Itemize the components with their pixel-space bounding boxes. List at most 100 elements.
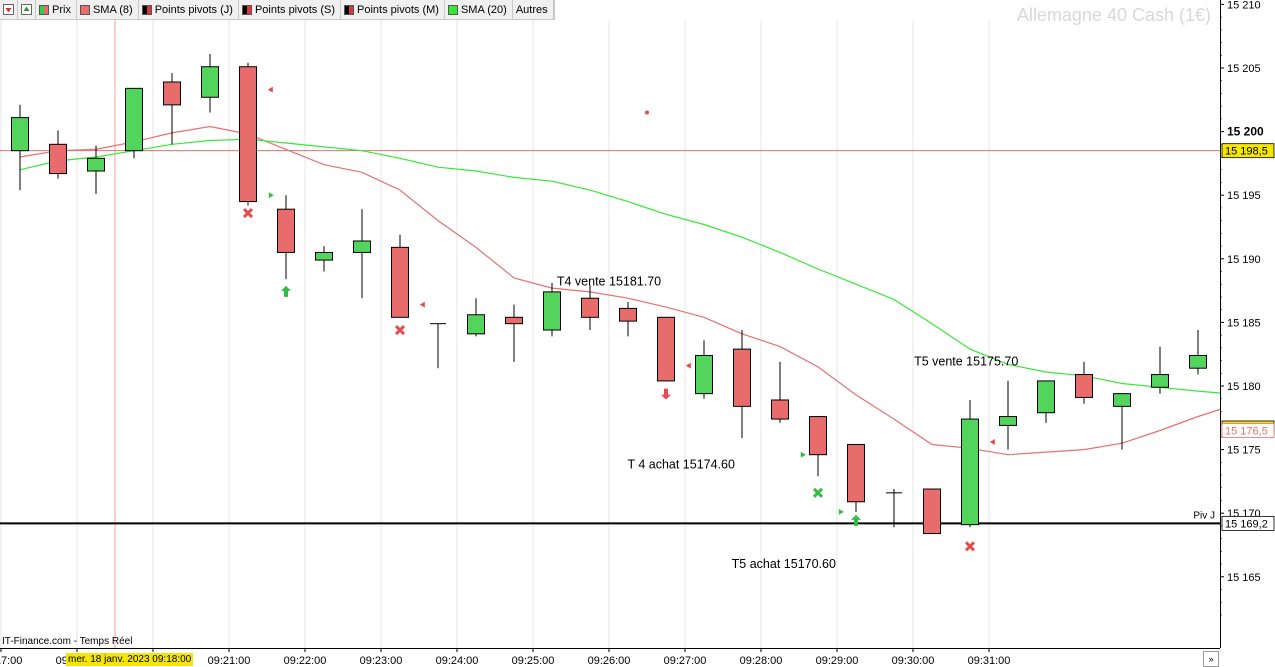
- candle: [543, 282, 561, 337]
- candle-body: [353, 240, 371, 253]
- indicator-pivots-s[interactable]: Points pivots (S): [239, 0, 342, 19]
- indicator-prix[interactable]: Prix: [36, 0, 77, 19]
- candle: [1113, 393, 1131, 450]
- triangle-left-marker: [267, 86, 273, 93]
- candle: [581, 285, 599, 331]
- price-badge: [1221, 423, 1275, 438]
- x-tick-label: 09:17:00: [0, 655, 22, 666]
- indicator-pivots-j[interactable]: Points pivots (J): [139, 0, 239, 19]
- y-tick-label: 15 200: [1227, 125, 1264, 139]
- y-tick-label: 15 190: [1227, 254, 1261, 266]
- candle: [163, 73, 181, 145]
- others-label: Autres: [515, 3, 548, 16]
- price-badge-label: 15 198,5: [1225, 146, 1268, 158]
- candle-body: [695, 354, 713, 395]
- x-tick-label: 09:22:00: [284, 655, 327, 666]
- pivots-swatch: [141, 4, 152, 15]
- trade-annotation: T5 vente 15175.70: [914, 355, 1018, 369]
- pivots-swatch: [241, 4, 252, 15]
- y-tick-label: 15 210: [1227, 0, 1261, 11]
- candle: [467, 298, 485, 337]
- candle: [505, 304, 523, 362]
- candle-body: [87, 157, 105, 172]
- indicator-toolbar: Prix SMA (8) Points pivots (J) Points pi…: [0, 0, 555, 20]
- y-tick-label: 15 175: [1227, 445, 1261, 457]
- candle: [49, 130, 67, 179]
- collapse-button[interactable]: [0, 0, 18, 19]
- instrument-watermark: Allemagne 40 Cash (1€): [1016, 5, 1211, 25]
- candle: [657, 316, 675, 382]
- indicator-label: Points pivots (J): [154, 3, 233, 16]
- price-badge-label: 15 176,5: [1225, 426, 1268, 438]
- arrow-up-marker: [281, 285, 291, 297]
- x-tick-label: 09:24:00: [436, 655, 479, 666]
- candle-body: [11, 117, 29, 152]
- price-badge: [1221, 515, 1275, 531]
- y-tick-label: 15 205: [1227, 63, 1261, 75]
- x-tick-label: 09:21:00: [208, 655, 251, 666]
- candle-body: [999, 416, 1017, 426]
- candle: [771, 361, 789, 423]
- indicator-pivots-m[interactable]: Points pivots (M): [341, 0, 445, 19]
- candle-body: [619, 307, 637, 322]
- indicator-label: Points pivots (S): [254, 3, 336, 16]
- candle: [391, 234, 409, 318]
- candle: [125, 87, 143, 159]
- candle: [1075, 361, 1093, 404]
- triangle-right-marker: [268, 192, 274, 199]
- candle: [695, 340, 713, 399]
- candle-body: [733, 348, 751, 407]
- x-tick-label: 09:27:00: [664, 655, 707, 666]
- candle: [809, 416, 827, 477]
- candle: [1037, 380, 1055, 423]
- prix-swatch: [39, 4, 49, 15]
- candle-body: [239, 66, 257, 203]
- candle: [886, 489, 902, 528]
- candle: [87, 145, 105, 194]
- candle: [353, 209, 371, 299]
- series-line-sma-8-: [19, 125, 1221, 456]
- data-source-label: IT-Finance.com - Temps Réel: [2, 636, 133, 647]
- x-tick-label: 09:23:00: [360, 655, 403, 666]
- candle: [315, 246, 333, 272]
- candle-body: [771, 399, 789, 420]
- y-tick-label: 15 180: [1227, 381, 1261, 393]
- candle-body: [163, 81, 181, 106]
- candle: [11, 104, 29, 191]
- scroll-end-button[interactable]: »: [1203, 651, 1219, 667]
- price-badge: [1221, 143, 1275, 159]
- candle-body: [125, 87, 143, 152]
- candle-body: [1189, 354, 1207, 369]
- candle-body: [1075, 374, 1093, 398]
- candle: [239, 62, 257, 206]
- indicator-sma20[interactable]: SMA (20): [445, 0, 513, 19]
- candle-body: [315, 251, 333, 261]
- candle-body: [49, 143, 67, 175]
- trade-annotation: T5 achat 15170.60: [732, 557, 836, 571]
- candle: [961, 399, 979, 528]
- x-tick-label: 09:28:00: [740, 655, 783, 666]
- candle-body: [581, 297, 599, 318]
- price-badge-label: 15 169,2: [1225, 518, 1268, 530]
- candle: [923, 488, 941, 535]
- indicator-sma8[interactable]: SMA (8): [77, 0, 139, 19]
- expand-button[interactable]: [18, 0, 36, 19]
- series-line-sma-20-: [19, 138, 1221, 394]
- y-tick-label: 15 185: [1227, 317, 1261, 329]
- candle-body: [1037, 380, 1055, 414]
- candle-body: [657, 316, 675, 382]
- candle-body: [543, 291, 561, 331]
- others-button[interactable]: Autres: [513, 0, 554, 19]
- candle-body: [505, 316, 523, 325]
- arrow-down-marker: [661, 388, 671, 400]
- x-tick-label: 09:30:00: [892, 655, 935, 666]
- candle: [619, 302, 637, 337]
- y-tick-label: 15 195: [1227, 190, 1261, 202]
- candle: [1189, 330, 1207, 375]
- candle-body: [847, 444, 865, 503]
- sma20-swatch: [447, 4, 458, 15]
- trade-annotation: T4 vente 15181.70: [557, 275, 661, 289]
- price-axis-background: [1220, 0, 1275, 666]
- arrow-up-marker: [851, 514, 861, 526]
- candle: [277, 195, 295, 280]
